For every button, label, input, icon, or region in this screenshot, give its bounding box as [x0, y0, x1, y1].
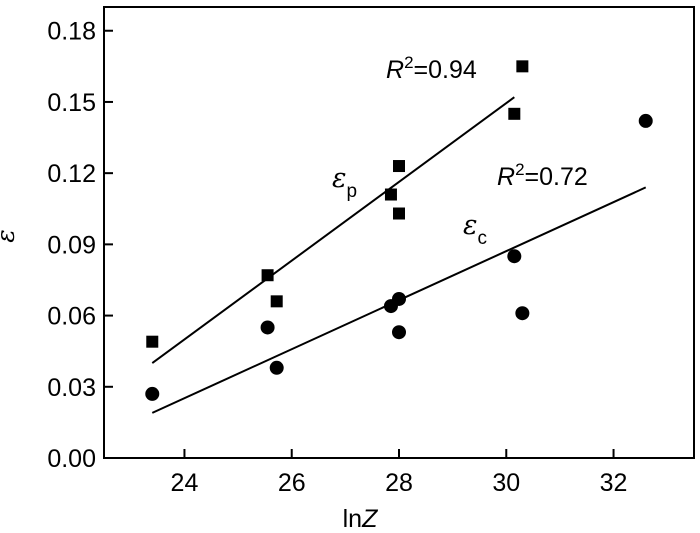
point-p [384, 188, 397, 201]
point-c [260, 320, 275, 335]
point-p [261, 269, 274, 282]
point-c [392, 325, 406, 340]
x-tick-label: 28 [385, 469, 413, 497]
series-label-ec-symbol: ε [463, 210, 478, 241]
point-p [146, 335, 159, 348]
y-tick-label: 0.00 [47, 445, 96, 473]
point-c [269, 360, 284, 375]
series-label-ec: εc [463, 210, 487, 249]
r2-ec-sup: 2 [515, 160, 524, 179]
series-label-ep-symbol: ε [332, 163, 347, 194]
r2-ep-var: R [386, 56, 404, 84]
fit-lines [151, 96, 647, 414]
point-c [507, 249, 522, 264]
data-points [145, 60, 653, 401]
r2-annotation-ec: R2=0.72 [497, 160, 588, 191]
y-tick-label: 0.18 [47, 18, 96, 46]
point-p [270, 295, 283, 308]
point-p [393, 160, 405, 173]
r2-ep-sup: 2 [404, 53, 413, 72]
y-tick-label: 0.09 [47, 231, 96, 259]
r2-ec-var: R [497, 163, 515, 191]
y-tick-label: 0.06 [47, 303, 96, 331]
point-p [516, 60, 529, 73]
x-axis-title-var: Z [361, 505, 378, 533]
y-tick-label: 0.03 [47, 374, 96, 402]
x-axis: 24 26 28 30 32 [171, 449, 628, 497]
y-axis: 0.00 0.03 0.06 0.09 0.12 0.15 0.18 [47, 18, 113, 473]
x-tick-label: 30 [492, 469, 520, 497]
r2-ec-value: =0.72 [525, 163, 588, 191]
point-c [515, 306, 530, 321]
y-axis-title: ε [0, 229, 20, 242]
x-tick-label: 24 [171, 469, 199, 497]
series-label-ep-sub: p [347, 181, 358, 202]
point-c [392, 291, 406, 306]
y-tick-label: 0.12 [47, 160, 96, 188]
point-c [145, 386, 160, 401]
point-p [393, 207, 405, 220]
x-tick-label: 32 [600, 469, 628, 497]
x-tick-label: 26 [278, 469, 306, 497]
fit-line-p [151, 96, 515, 364]
x-axis-title-prefix: ln [343, 505, 362, 533]
y-tick-label: 0.15 [47, 89, 96, 117]
point-c [638, 113, 653, 128]
x-axis-title: lnZ [343, 505, 378, 533]
series-label-ec-sub: c [478, 228, 488, 249]
r2-ep-value: =0.94 [414, 56, 477, 84]
r2-annotation-ep: R2=0.94 [386, 53, 477, 84]
series-label-ep: εp [332, 163, 357, 202]
point-p [508, 107, 521, 120]
